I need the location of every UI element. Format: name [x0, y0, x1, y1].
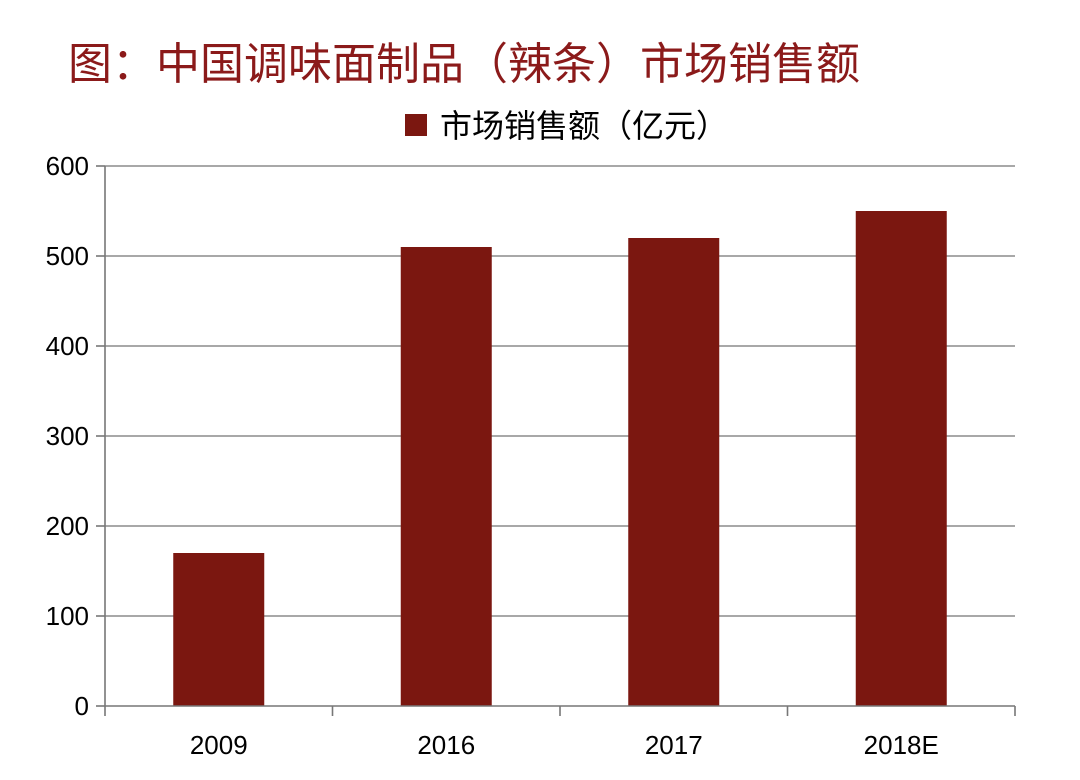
legend-label: 市场销售额（亿元） — [440, 107, 728, 145]
legend-swatch — [405, 114, 427, 136]
y-tick-label: 400 — [46, 331, 89, 361]
y-tick-label: 200 — [46, 511, 89, 541]
bar-2009 — [173, 553, 265, 706]
y-tick-label: 600 — [46, 151, 89, 181]
y-tick-label: 0 — [75, 691, 89, 721]
legend: 市场销售额（亿元） — [405, 107, 728, 145]
bars — [173, 211, 947, 706]
x-tick-label: 2016 — [417, 730, 475, 760]
x-tick-label: 2018E — [864, 730, 939, 760]
bar-2016 — [400, 247, 492, 706]
x-tick-label: 2009 — [190, 730, 248, 760]
x-tick-label: 2017 — [645, 730, 703, 760]
chart-title: 图：中国调味面制品（辣条）市场销售额 — [68, 39, 860, 90]
axes: 0 100 200 300 400 500 600 2009 2016 2017 2018E — [46, 151, 1016, 760]
y-tick-label: 500 — [46, 241, 89, 271]
y-tick-label: 300 — [46, 421, 89, 451]
bar-2018e — [855, 211, 947, 706]
bar-2017 — [628, 238, 720, 706]
y-tick-label: 100 — [46, 601, 89, 631]
